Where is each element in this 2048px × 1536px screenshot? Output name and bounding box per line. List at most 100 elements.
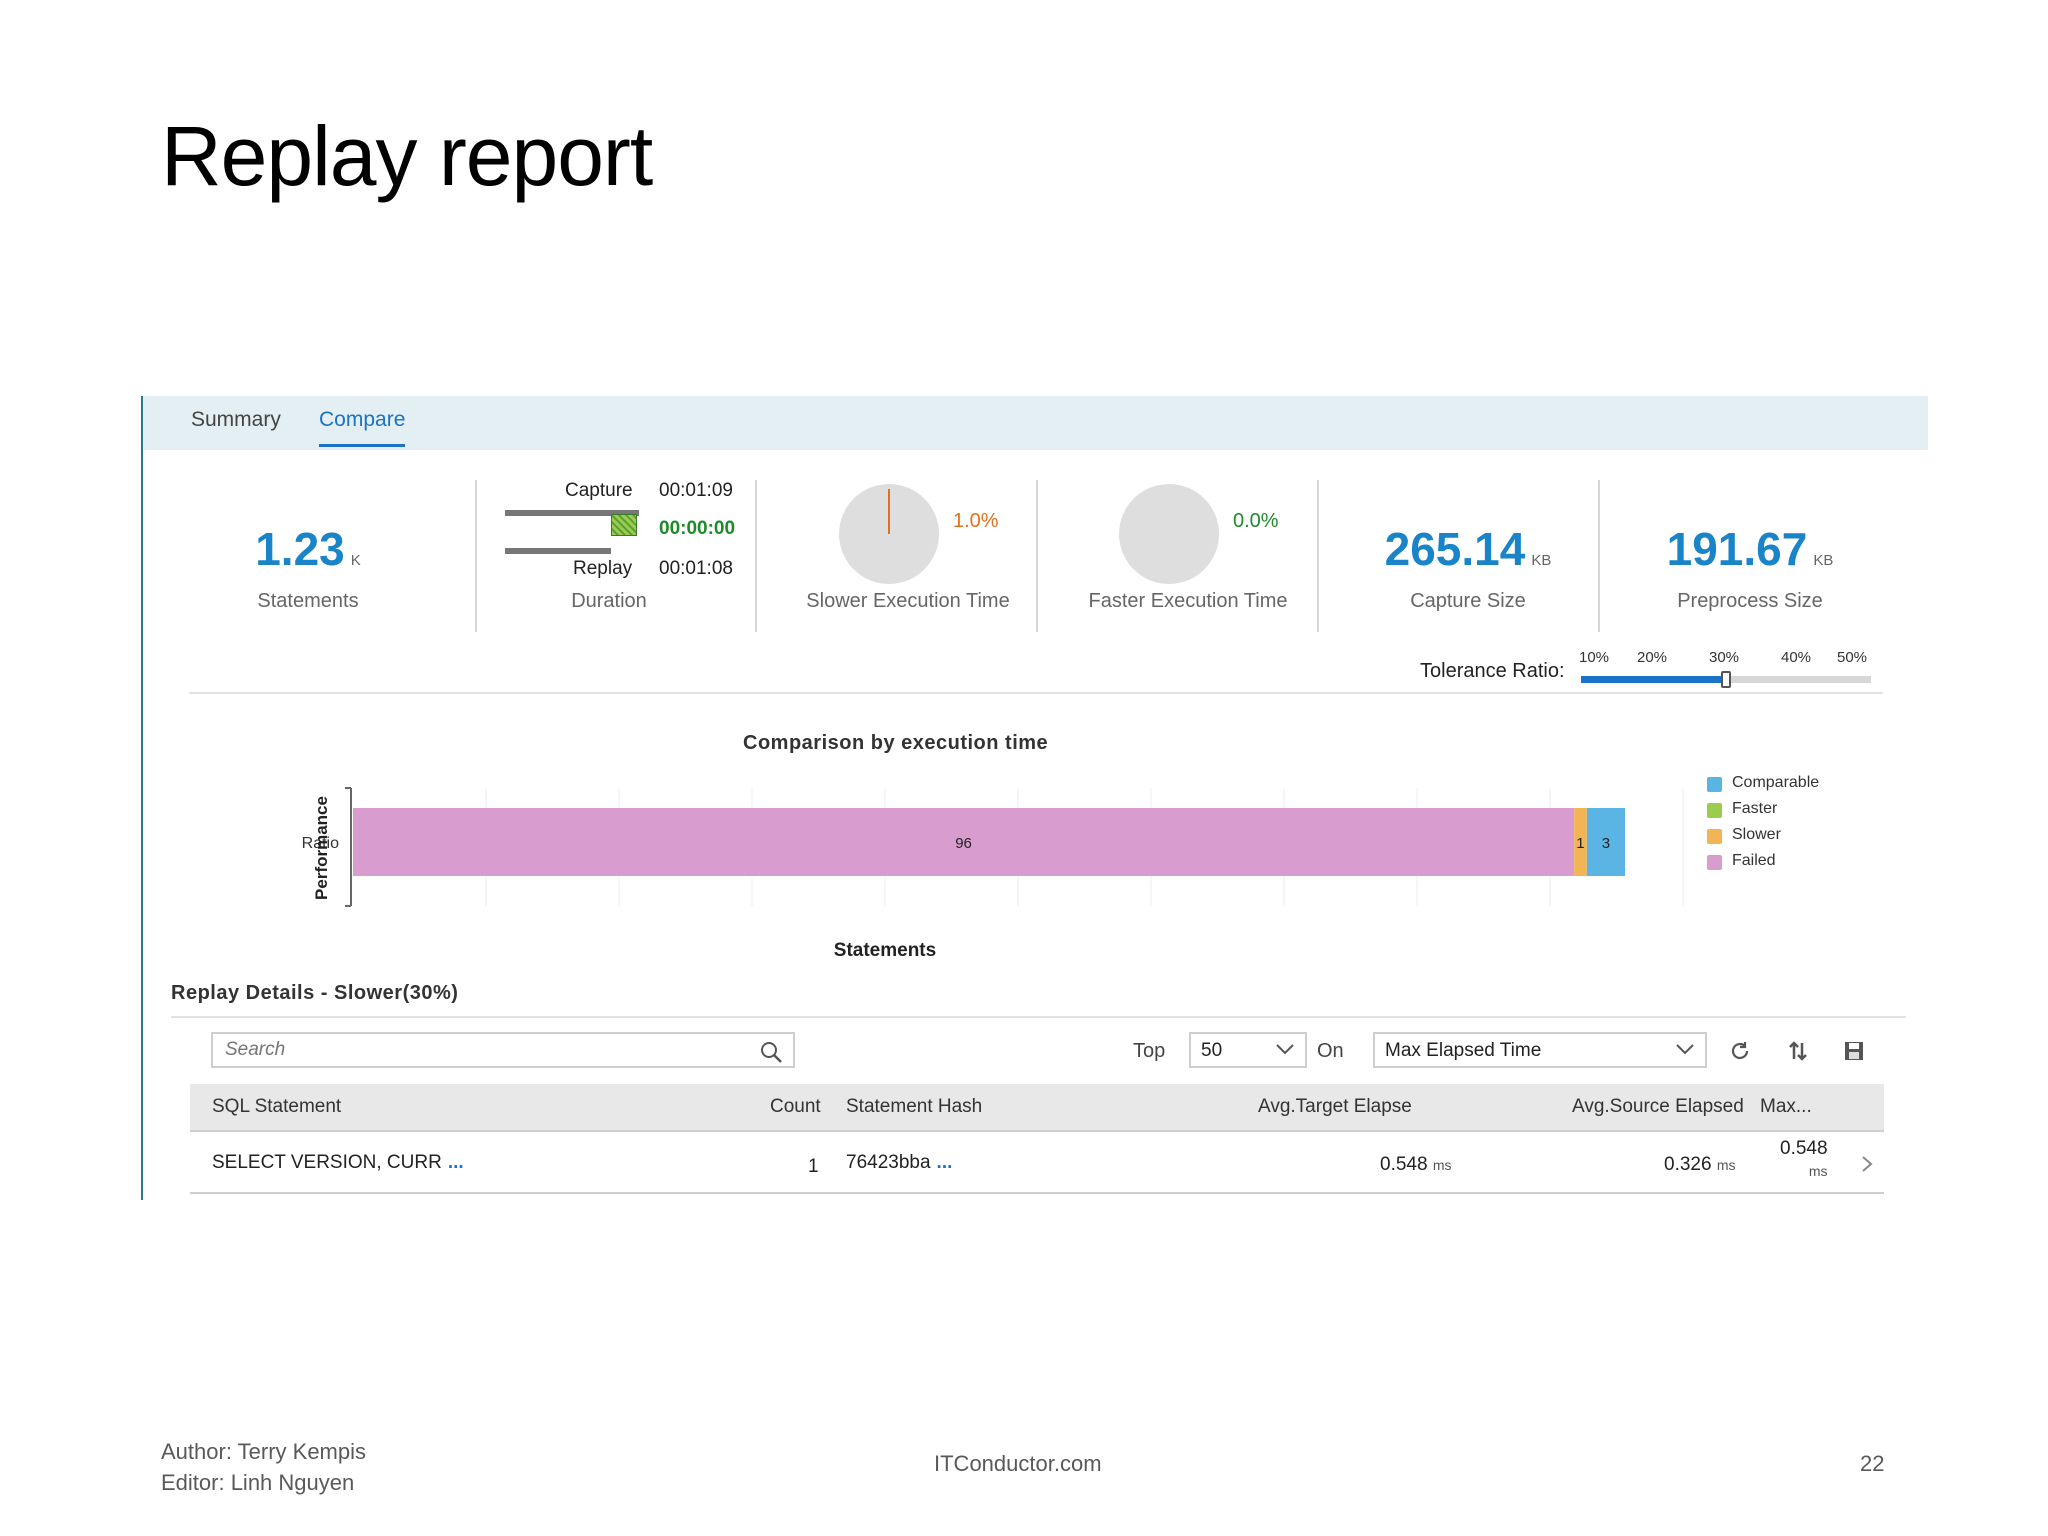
legend-item[interactable]: Slower <box>1707 826 1819 852</box>
footer-credits: Author: Terry Kempis Editor: Linh Nguyen <box>161 1436 366 1498</box>
legend-swatch <box>1707 855 1722 870</box>
page-number: 22 <box>1860 1451 1885 1476</box>
slower-pie <box>839 484 939 584</box>
chart-legend: Comparable Faster Slower Failed <box>1707 774 1819 878</box>
kpi-divider <box>475 480 477 632</box>
tolerance-fill <box>1581 676 1725 683</box>
tolerance-slider[interactable] <box>1581 671 1871 688</box>
tolerance-handle[interactable] <box>1721 671 1731 688</box>
tolerance-tick: 10% <box>1579 649 1610 666</box>
top-select[interactable]: 50 <box>1189 1032 1307 1068</box>
statements-unit: K <box>350 552 361 569</box>
footer-site: ITConductor.com <box>934 1451 1102 1476</box>
cell-hash: 76423bba... <box>846 1152 952 1174</box>
save-icon[interactable] <box>1839 1036 1869 1066</box>
search-icon[interactable] <box>759 1040 783 1064</box>
tolerance-label: Tolerance Ratio: <box>1420 660 1565 682</box>
avg-target-value: 0.548 <box>1380 1154 1428 1175</box>
slower-percent: 1.0% <box>953 510 999 532</box>
footer-author: Author: Terry Kempis <box>161 1439 367 1464</box>
search-input[interactable] <box>213 1034 733 1066</box>
col-count[interactable]: Count <box>770 1096 821 1117</box>
details-divider <box>171 1016 1906 1018</box>
col-statement-hash[interactable]: Statement Hash <box>846 1096 983 1117</box>
sql-more-link[interactable]: ... <box>447 1152 464 1173</box>
statements-label: Statements <box>257 590 359 612</box>
details-title: Replay Details - Slower(30%) <box>171 982 459 1004</box>
refresh-icon[interactable] <box>1725 1036 1755 1066</box>
on-label: On <box>1317 1040 1344 1062</box>
replay-time: 00:01:08 <box>659 558 733 579</box>
tab-summary[interactable]: Summary <box>191 408 281 431</box>
legend-label: Comparable <box>1732 774 1820 791</box>
tolerance-tick: 40% <box>1781 649 1812 666</box>
col-max[interactable]: Max... <box>1760 1096 1812 1117</box>
cell-count: 1 <box>808 1156 819 1177</box>
chevron-down-icon <box>1676 1044 1694 1055</box>
capture-time: 00:01:09 <box>659 480 733 501</box>
avg-source-value: 0.326 <box>1664 1154 1712 1175</box>
kpi-divider <box>1317 480 1319 632</box>
capture-bar <box>505 510 639 516</box>
legend-swatch <box>1707 803 1722 818</box>
hash-text: 76423bba <box>846 1152 931 1173</box>
top-label: Top <box>1133 1040 1166 1062</box>
legend-label: Failed <box>1732 852 1776 869</box>
col-avg-target-elapse[interactable]: Avg.Target Elapse <box>1258 1096 1412 1117</box>
legend-label: Slower <box>1732 826 1781 843</box>
max-value: 0.548 <box>1780 1138 1828 1159</box>
hash-more-link[interactable]: ... <box>936 1152 953 1173</box>
diff-time: 00:00:00 <box>659 518 736 539</box>
cell-avg-target: 0.548 ms <box>1380 1154 1452 1176</box>
section-divider <box>189 692 1883 694</box>
legend-item[interactable]: Faster <box>1707 800 1819 826</box>
kpi-preprocess-size: 191.67 KB Preprocess Size <box>1615 480 1885 630</box>
capture-size-value: 265.14 <box>1384 523 1526 575</box>
sort-by-select-value: Max Elapsed Time <box>1385 1040 1542 1061</box>
tolerance-tick: 50% <box>1837 649 1868 666</box>
slower-pie-slice <box>888 489 890 534</box>
tab-compare[interactable]: Compare <box>319 408 406 447</box>
data-label-slower: 1 <box>1576 835 1584 852</box>
slide-title: Replay report <box>161 109 653 203</box>
chevron-right-icon[interactable] <box>1860 1154 1874 1174</box>
comparison-chart: Ratio 96 1 3 Statements Performance <box>302 787 1684 961</box>
bar-failed <box>353 808 1575 876</box>
faster-pie <box>1119 484 1219 584</box>
kpi-faster: 0.0% Faster Execution Time <box>1053 480 1323 630</box>
col-sql-statement[interactable]: SQL Statement <box>212 1096 342 1117</box>
capture-label: Capture <box>565 480 633 501</box>
sort-icon[interactable] <box>1783 1036 1813 1066</box>
capture-size-label: Capture Size <box>1410 590 1526 612</box>
bar-slower <box>1574 808 1587 876</box>
cell-max: 0.548 ms <box>1780 1138 1828 1182</box>
capture-size-unit: KB <box>1531 552 1552 569</box>
avg-source-unit: ms <box>1716 1157 1736 1173</box>
x-axis-label: Statements <box>834 940 936 961</box>
diff-hatch <box>611 514 637 536</box>
kpi-capture-size: 265.14 KB Capture Size <box>1333 480 1603 630</box>
search-field[interactable] <box>211 1032 795 1068</box>
kpi-divider <box>1598 480 1600 632</box>
kpi-statements: 1.23 K Statements <box>203 480 413 630</box>
table-row[interactable]: SELECT VERSION, CURR... 1 76423bba... 0.… <box>190 1134 1884 1194</box>
preprocess-size-label: Preprocess Size <box>1677 590 1823 612</box>
legend-swatch <box>1707 777 1722 792</box>
preprocess-size-unit: KB <box>1813 552 1834 569</box>
col-avg-source-elapsed[interactable]: Avg.Source Elapsed <box>1572 1096 1744 1117</box>
legend-swatch <box>1707 829 1722 844</box>
legend-item[interactable]: Failed <box>1707 852 1819 878</box>
kpi-divider <box>755 480 757 632</box>
sort-by-select[interactable]: Max Elapsed Time <box>1373 1032 1707 1068</box>
preprocess-size-value: 191.67 <box>1666 523 1808 575</box>
kpi-duration: Capture 00:01:09 00:00:00 Replay 00:01:0… <box>499 480 879 630</box>
tolerance-tick: 20% <box>1637 649 1668 666</box>
statements-value: 1.23 <box>255 523 345 575</box>
cell-avg-source: 0.326 ms <box>1664 1154 1736 1176</box>
chevron-down-icon <box>1276 1044 1294 1055</box>
legend-item[interactable]: Comparable <box>1707 774 1819 800</box>
avg-target-unit: ms <box>1432 1157 1452 1173</box>
slower-label: Slower Execution Time <box>806 590 1010 612</box>
top-select-value: 50 <box>1201 1040 1223 1061</box>
data-label-failed: 96 <box>955 835 972 852</box>
